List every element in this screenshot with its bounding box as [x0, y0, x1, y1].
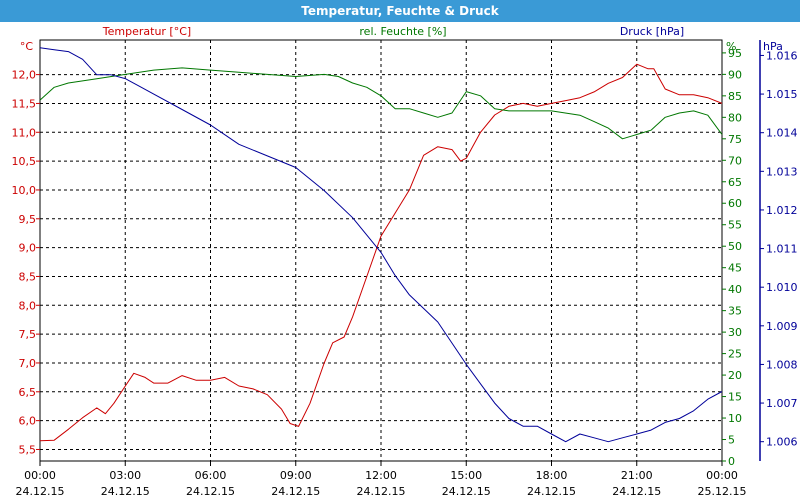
humidity-tick-label: 10 [728, 412, 742, 425]
pressure-tick-label: 1.006 [766, 436, 798, 449]
temperature-tick-label: 5,5 [19, 443, 37, 456]
x-tick-date: 24.12.15 [186, 485, 235, 498]
temperature-unit: °C [20, 40, 34, 53]
temperature-tick-label: 10,5 [12, 155, 37, 168]
humidity-tick-label: 65 [728, 176, 742, 189]
temperature-tick-label: 7,5 [19, 328, 37, 341]
humidity-unit: % [726, 40, 736, 53]
temperature-tick-label: 6,0 [19, 415, 37, 428]
temperature-tick-label: 12,0 [12, 69, 37, 82]
humidity-tick-label: 90 [728, 68, 742, 81]
x-tick-date: 24.12.15 [442, 485, 491, 498]
temperature-series-line [39, 63, 723, 442]
temperature-tick-label: 11,5 [12, 97, 37, 110]
x-tick-date: 24.12.15 [16, 485, 65, 498]
humidity-tick-label: 40 [728, 283, 742, 296]
series-lines [39, 47, 723, 443]
x-tick-time: 21:00 [621, 469, 653, 482]
humidity-tick-label: 95 [728, 47, 742, 60]
chart-background [0, 22, 800, 500]
temperature-tick-label: 7,0 [19, 357, 37, 370]
humidity-tick-label: 20 [728, 369, 742, 382]
humidity-tick-label: 70 [728, 154, 742, 167]
humidity-axis-title: rel. Feuchte [%] [359, 25, 446, 38]
pressure-tick-label: 1.012 [766, 204, 798, 217]
x-tick-date: 24.12.15 [357, 485, 406, 498]
humidity-tick-label: 15 [728, 391, 742, 404]
temperature-tick-label: 11,0 [12, 126, 37, 139]
x-tick-date: 25.12.15 [698, 485, 747, 498]
temperature-tick-label: 10,0 [12, 184, 37, 197]
humidity-tick-label: 60 [728, 197, 742, 210]
x-tick-date: 24.12.15 [271, 485, 320, 498]
humidity-tick-label: 5 [728, 434, 735, 447]
pressure-axis-title: Druck [hPa] [620, 25, 684, 38]
x-tick-time: 06:00 [195, 469, 227, 482]
humidity-tick-label: 30 [728, 326, 742, 339]
humidity-tick-label: 55 [728, 219, 742, 232]
x-tick-time: 15:00 [450, 469, 482, 482]
humidity-tick-label: 80 [728, 111, 742, 124]
temperature-tick-label: 8,0 [19, 299, 37, 312]
humidity-tick-label: 50 [728, 240, 742, 253]
pressure-series-line [39, 47, 723, 443]
pressure-tick-label: 1.010 [766, 281, 798, 294]
humidity-tick-label: 75 [728, 133, 742, 146]
pressure-unit: hPa [763, 40, 783, 53]
chart-title: Temperatur, Feuchte & Druck [0, 0, 800, 22]
pressure-tick-label: 1.009 [766, 320, 798, 333]
x-tick-date: 24.12.15 [101, 485, 150, 498]
humidity-tick-label: 0 [728, 455, 735, 468]
x-tick-date: 24.12.15 [527, 485, 576, 498]
x-tick-time: 12:00 [365, 469, 397, 482]
axis-titles: °C Temperatur [°C] rel. Feuchte [%]% Druck … [20, 25, 783, 53]
x-tick-time: 00:00 [24, 469, 56, 482]
temperature-tick-label: 9,0 [19, 242, 37, 255]
temperature-tick-label: 6,5 [19, 386, 37, 399]
x-tick-time: 09:00 [280, 469, 312, 482]
pressure-tick-label: 1.013 [766, 165, 798, 178]
x-tick-time: 03:00 [109, 469, 141, 482]
temperature-axis-title: Temperatur [°C] [102, 25, 191, 38]
pressure-tick-label: 1.015 [766, 88, 798, 101]
humidity-tick-label: 85 [728, 90, 742, 103]
pressure-tick-label: 1.011 [766, 243, 798, 256]
pressure-tick-label: 1.014 [766, 127, 798, 140]
temperature-tick-label: 9,5 [19, 213, 37, 226]
pressure-tick-label: 1.008 [766, 358, 798, 371]
x-tick-time: 00:00 [706, 469, 738, 482]
pressure-tick-label: 1.016 [766, 49, 798, 62]
humidity-series-line [39, 67, 723, 140]
x-tick-date: 24.12.15 [612, 485, 661, 498]
humidity-tick-label: 25 [728, 348, 742, 361]
pressure-tick-label: 1.007 [766, 397, 798, 410]
temperature-tick-label: 8,5 [19, 270, 37, 283]
grid-lines [40, 40, 722, 461]
axes: 00:00 24.12.15 03:00 24.12.15 06:00 24.12.15 0… [12, 40, 798, 498]
x-tick-time: 18:00 [536, 469, 568, 482]
humidity-tick-label: 45 [728, 262, 742, 275]
humidity-tick-label: 35 [728, 305, 742, 318]
